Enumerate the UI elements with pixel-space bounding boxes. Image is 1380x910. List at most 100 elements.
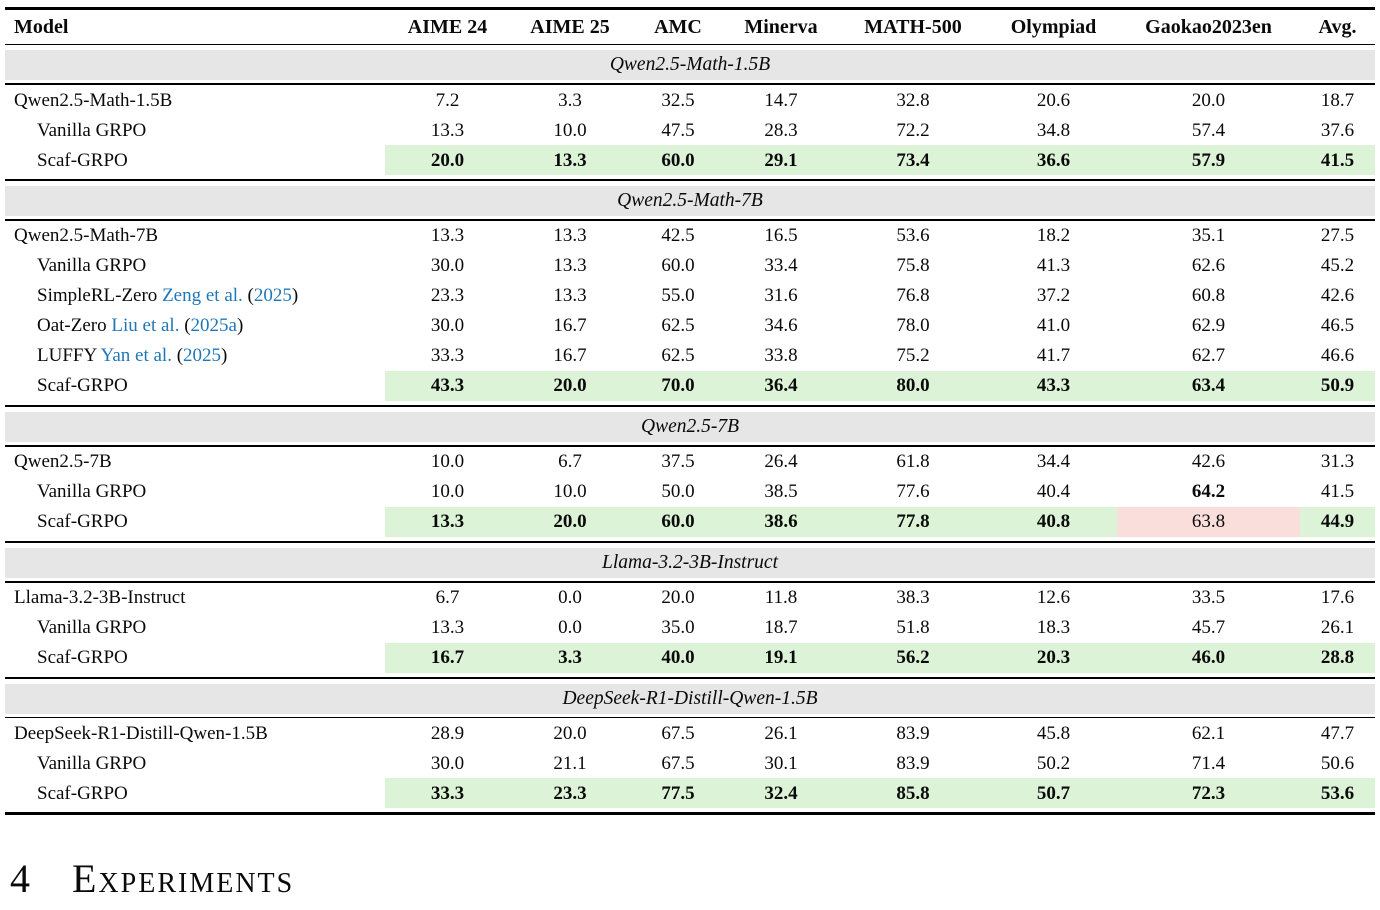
score-cell: 45.2 [1320,255,1355,277]
score-cell: 42.6 [1191,451,1226,473]
score-cell: 21.1 [553,752,587,774]
score-cell: 72.3 [1117,778,1300,809]
score-cell: 6.7 [558,451,582,473]
citation-year-link[interactable]: 2025 [183,345,222,367]
model-label: Oat-Zero [37,315,107,337]
model-cell: Qwen2.5-Math-7B [5,226,385,245]
score-cell: 11.8 [764,587,798,609]
model-label: Vanilla GRPO [37,752,147,774]
score-cell: 34.6 [764,315,798,337]
model-cell: Scaf-GRPO [5,648,385,667]
table-row: Qwen2.5-Math-7B 13.3 13.3 42.5 16.5 53.6 18.2 3… [5,221,1375,251]
score-cell: 13.3 [430,617,465,639]
model-cell: Llama-3.2-3B-Instruct [5,588,385,607]
model-cell: Oat-Zero Liu et al. (2025a) [37,315,244,337]
score-cell: 62.1 [1191,722,1226,744]
score-cell: 47.5 [661,119,695,141]
score-cell: 10.0 [430,481,465,503]
score-cell: 18.7 [1320,89,1355,111]
score-cell: 40.8 [990,506,1117,537]
score-cell: 63.4 [1117,370,1300,401]
model-label: Vanilla GRPO [37,481,147,503]
score-cell: 44.9 [1300,506,1375,537]
score-cell: 42.6 [1320,285,1355,307]
table-row: Vanilla GRPO 30.0 21.1 67.5 30.1 83.9 50.2 71.4… [5,748,1375,778]
table-row: Scaf-GRPO 16.7 3.3 40.0 19.1 56.2 20.3 46.0 28.8 [5,642,1375,673]
score-cell: 16.7 [553,345,587,367]
score-cell: 18.3 [1036,617,1071,639]
score-cell: 13.3 [553,225,587,247]
table-row: Qwen2.5-Math-1.5B 7.2 3.3 32.5 14.7 32.8 20.6 2… [5,85,1375,115]
score-cell: 16.7 [553,315,587,337]
column-header: MATH-500 [864,15,962,38]
model-cell: DeepSeek-R1-Distill-Qwen-1.5B [5,724,385,743]
section-heading: 4 Experiments [5,855,1375,902]
score-cell: 36.4 [726,370,836,401]
score-cell: 53.6 [1300,778,1375,809]
citation-link[interactable]: Liu et al. [111,315,180,337]
table-row: Vanilla GRPO 13.3 10.0 47.5 28.3 72.2 34.8 57.4… [5,115,1375,145]
model-label: Qwen2.5-Math-7B [14,225,159,247]
score-cell: 35.1 [1191,225,1226,247]
model-label: Scaf-GRPO [37,647,128,669]
score-cell: 13.3 [430,119,465,141]
score-cell: 20.3 [990,642,1117,673]
score-cell: 46.5 [1320,315,1355,337]
table-row: Vanilla GRPO 13.3 0.0 35.0 18.7 51.8 18.3 45.7 2… [5,613,1375,643]
score-cell: 43.3 [990,370,1117,401]
score-cell: 13.3 [430,225,465,247]
group-label: Qwen2.5-Math-7B [617,190,763,212]
score-cell: 31.3 [1320,451,1355,473]
score-cell: 20.0 [553,722,587,744]
score-cell: 20.6 [1036,89,1071,111]
column-header: Model [14,15,69,38]
group-band: Qwen2.5-Math-7B [5,186,1375,217]
score-cell: 61.8 [896,451,930,473]
score-cell: 37.2 [1036,285,1071,307]
group-band-rule [5,580,1375,583]
score-cell: 33.4 [764,255,798,277]
score-cell: 60.0 [630,145,726,176]
score-cell: 10.0 [430,451,465,473]
section-divider-rule [5,404,1375,407]
table-row: LUFFY Yan et al. (2025) 33.3 16.7 62.5 33.8 7… [5,341,1375,371]
score-cell: 50.6 [1320,752,1355,774]
score-cell: 30.0 [430,752,465,774]
score-cell: 63.8 [1117,506,1300,537]
citation-link[interactable]: Zeng et al. [162,285,243,307]
score-cell: 77.5 [630,778,726,809]
citation-year-link[interactable]: 2025a [190,315,237,337]
score-cell: 33.5 [1191,587,1226,609]
score-cell: 20.0 [510,370,630,401]
score-cell: 13.3 [385,506,510,537]
column-header: AMC [654,15,702,38]
column-header: AIME 24 [407,15,488,38]
model-label: Scaf-GRPO [37,511,128,533]
score-cell: 27.5 [1320,225,1355,247]
score-cell: 41.3 [1036,255,1071,277]
score-cell: 28.3 [764,119,798,141]
section-divider-rule [5,540,1375,543]
table-top-rule [5,7,1375,10]
score-cell: 47.7 [1320,722,1355,744]
citation-year-link[interactable]: 2025 [253,285,292,307]
score-cell: 34.8 [1036,119,1071,141]
score-cell: 50.7 [990,778,1117,809]
score-cell: 26.1 [764,722,798,744]
score-cell: 20.0 [1191,89,1226,111]
group-band: Llama-3.2-3B-Instruct [5,547,1375,578]
score-cell: 37.5 [661,451,695,473]
score-cell: 46.6 [1320,345,1355,367]
score-cell: 36.6 [990,145,1117,176]
table-row: Oat-Zero Liu et al. (2025a) 30.0 16.7 62.5 3… [5,311,1375,341]
group-label: Qwen2.5-7B [640,415,740,437]
score-cell: 73.4 [836,145,990,176]
model-label: LUFFY [37,345,97,367]
score-cell: 50.9 [1300,370,1375,401]
citation-link[interactable]: Yan et al. [100,345,172,367]
score-cell: 42.5 [661,225,695,247]
model-cell: SimpleRL-Zero Zeng et al. (2025) [37,285,299,307]
model-label: Qwen2.5-Math-1.5B [14,89,173,111]
group-label: Qwen2.5-Math-1.5B [609,54,771,76]
score-cell: 62.7 [1191,345,1226,367]
